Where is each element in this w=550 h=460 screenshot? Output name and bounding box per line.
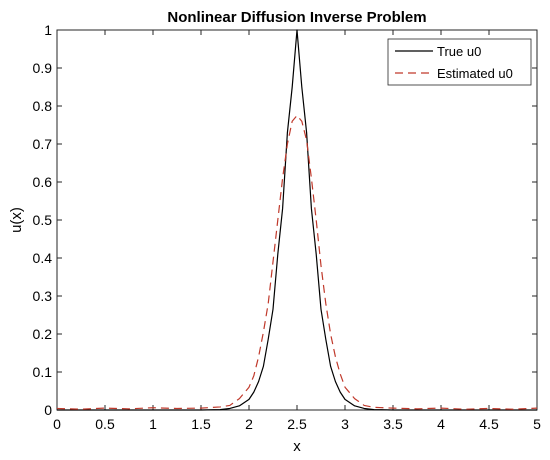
y-tick-label: 0.2 [33, 326, 53, 342]
chart-title: Nonlinear Diffusion Inverse Problem [167, 9, 426, 26]
x-tick-label: 4.5 [479, 416, 499, 432]
axis-ticks: 0 0.5 1 1.5 2 2.5 3 3.5 4 4.5 5 0 0.1 0.2 0.3 0.4 0.5 0.6… [33, 22, 542, 432]
legend-label-true: True u0 [437, 44, 481, 59]
x-axis-label: x [293, 438, 301, 455]
legend-label-estimated: Estimated u0 [437, 66, 513, 81]
y-axis-label: u(x) [8, 207, 25, 233]
x-tick-label: 2 [245, 416, 253, 432]
x-tick-label: 1.5 [191, 416, 211, 432]
series-line-true-u0 [57, 29, 537, 411]
y-tick-label: 0.3 [33, 288, 53, 304]
legend: True u0 Estimated u0 [387, 38, 532, 86]
x-tick-label: 1 [149, 416, 157, 432]
x-tick-label: 3.5 [383, 416, 403, 432]
y-tick-label: 0.7 [33, 136, 53, 152]
x-tick-label: 0 [53, 416, 61, 432]
x-tick-label: 4 [437, 416, 445, 432]
legend-box [387, 38, 532, 86]
x-tick-label: 0.5 [95, 416, 115, 432]
y-tick-label: 0.5 [33, 212, 53, 228]
y-tick-label: 0.8 [33, 98, 53, 114]
y-tick-label: 0.4 [33, 250, 53, 266]
y-tick-label: 0 [44, 402, 52, 418]
y-tick-label: 0.1 [33, 364, 53, 380]
x-tick-label: 2.5 [287, 416, 307, 432]
series-layer [56, 29, 538, 411]
x-tick-label: 3 [341, 416, 349, 432]
y-tick-label: 0.6 [33, 174, 53, 190]
y-tick-label: 0.9 [33, 60, 53, 76]
plot-area [56, 29, 538, 411]
x-tick-label: 5 [533, 416, 541, 432]
series-line-estimated-u0 [56, 114, 538, 410]
y-tick-label: 1 [44, 22, 52, 38]
